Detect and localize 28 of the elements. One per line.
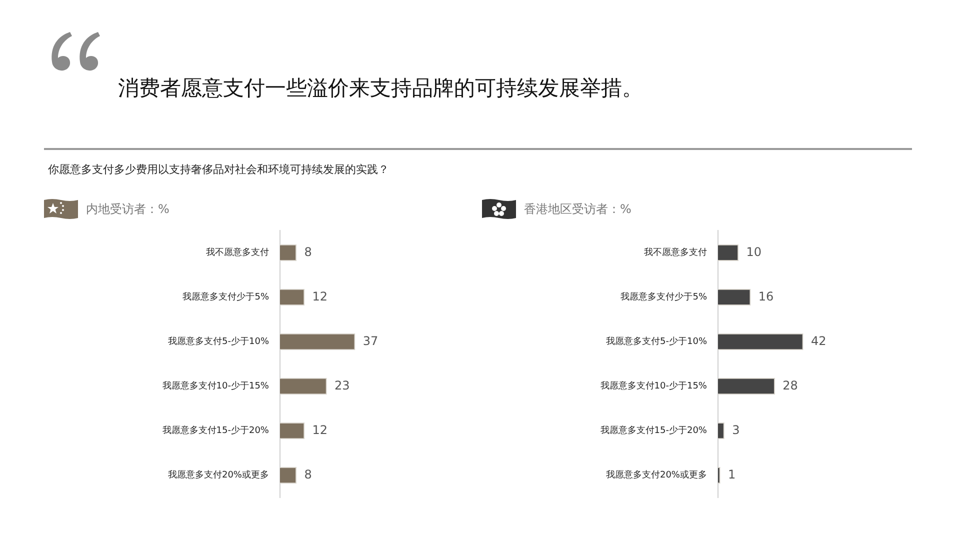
data-label: 16 bbox=[758, 289, 774, 304]
data-label: 12 bbox=[312, 289, 328, 304]
y-tick-label: 我愿意多支付15-少于20% bbox=[162, 425, 270, 436]
y-tick-label: 我不愿意多支付 bbox=[206, 247, 269, 258]
text: 你愿意多支付多少费用以支持奢侈品对社会和环境可持续发展的实践？ bbox=[48, 162, 389, 177]
y-tick-label: 我不愿意多支付 bbox=[644, 247, 707, 258]
data-label: 37 bbox=[362, 334, 378, 348]
data-label: 8 bbox=[304, 244, 312, 259]
text: 香港地区受访者：% bbox=[524, 201, 632, 218]
data-label: 10 bbox=[746, 244, 762, 259]
y-tick-label: 我愿意多支付20%或更多 bbox=[606, 470, 707, 481]
y-tick-label: 我愿意多支付10-少于15% bbox=[600, 380, 708, 392]
text: 消费者愿意支付一些溢价来支持品牌的可持续发展举措。 bbox=[118, 75, 643, 102]
data-label: 1 bbox=[728, 467, 736, 482]
y-tick-label: 我愿意多支付5-少于10% bbox=[606, 336, 708, 348]
data-label: 28 bbox=[782, 378, 798, 392]
y-tick-label: 我愿意多支付10-少于15% bbox=[162, 380, 270, 392]
y-tick-label: 我愿意多支付少于5% bbox=[182, 292, 270, 303]
y-tick-label: 我愿意多支付20%或更多 bbox=[168, 470, 269, 481]
y-tick-label: 我愿意多支付15-少于20% bbox=[600, 425, 708, 436]
data-label: 42 bbox=[811, 334, 826, 348]
data-label: 8 bbox=[304, 467, 312, 482]
data-label: 12 bbox=[312, 422, 328, 437]
y-tick-label: 我愿意多支付少于5% bbox=[620, 292, 708, 303]
data-label: 23 bbox=[334, 378, 350, 392]
y-tick-label: 我愿意多支付5-少于10% bbox=[168, 336, 270, 348]
text: 内地受访者：% bbox=[86, 201, 170, 218]
data-label: 3 bbox=[732, 422, 740, 437]
